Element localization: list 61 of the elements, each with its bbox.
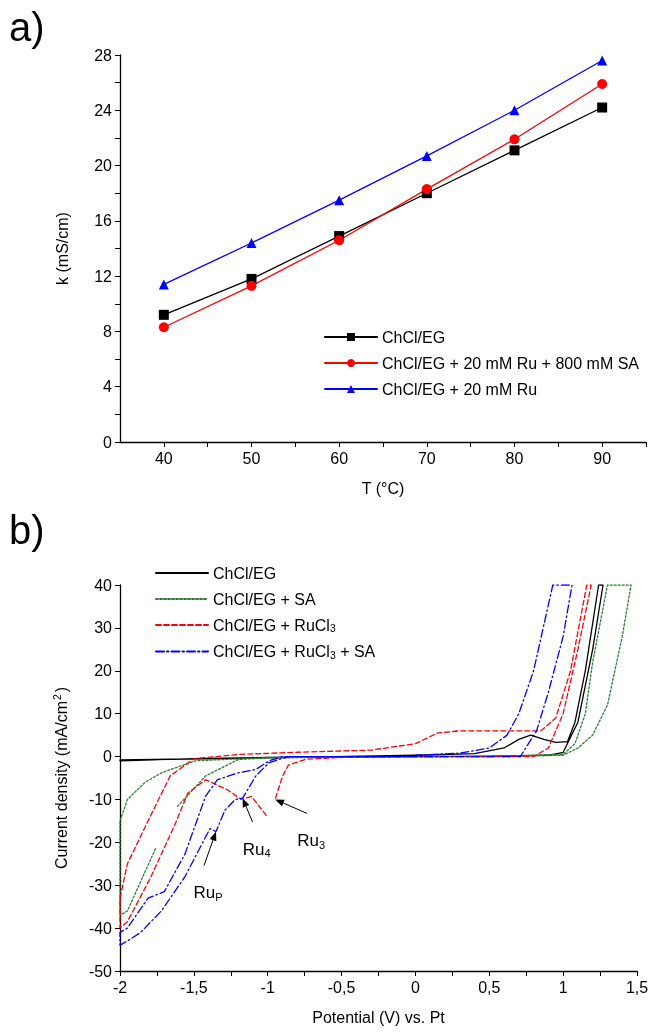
y-tick-label: 20 — [94, 157, 113, 175]
y-tick-label: 4 — [103, 378, 113, 396]
point — [246, 280, 257, 291]
point — [597, 55, 608, 66]
point — [334, 195, 345, 206]
annotation: Ru3 — [297, 831, 326, 851]
y-tick-label: 24 — [94, 101, 113, 119]
x-tick-label: 0,5 — [478, 978, 501, 996]
y-tick-label: 0 — [103, 748, 113, 766]
x-axis-title: Potential (V) vs. Pt — [312, 1008, 446, 1026]
point — [421, 184, 432, 195]
annotation: Ru4 — [242, 839, 271, 860]
x-tick-label: -1,5 — [180, 978, 208, 996]
y-tick-label: 12 — [94, 267, 113, 285]
x-tick-label: 40 — [154, 449, 173, 467]
annotation: RuP — [193, 883, 223, 903]
point — [334, 235, 345, 246]
x-tick-label: -1 — [260, 978, 275, 996]
x-tick-label: 0 — [410, 978, 420, 996]
y-tick-label: -10 — [88, 790, 113, 808]
x-tick-label: 1 — [558, 978, 568, 996]
legend-label: ChCl/EG — [382, 328, 446, 346]
y-tick-label: 10 — [94, 705, 113, 723]
y-tick-label: 0 — [103, 433, 113, 451]
y-tick-label: -50 — [88, 962, 113, 980]
x-tick-label: 90 — [593, 449, 612, 467]
legend-label: ChCl/EG + 20 mM Ru — [382, 380, 538, 398]
x-tick-label: 80 — [505, 449, 524, 467]
legend-label: ChCl/EG — [213, 564, 277, 582]
y-tick-label: 8 — [103, 322, 113, 340]
x-tick-label: 60 — [330, 449, 349, 467]
chart-title: b) — [9, 508, 45, 552]
point — [509, 105, 520, 116]
point — [509, 145, 520, 156]
point — [597, 79, 608, 90]
legend-label: ChCl/EG + 20 mM Ru + 800 mM SA — [382, 354, 640, 372]
x-tick-label: 70 — [417, 449, 436, 467]
y-tick-label: 16 — [94, 212, 113, 230]
x-tick-label: 1,5 — [625, 978, 649, 996]
y-axis-title: Current density (mA/cm2) — [52, 686, 70, 870]
point — [246, 237, 257, 248]
y-tick-label: -40 — [88, 919, 113, 937]
legend-label: ChCl/EG + SA — [213, 590, 317, 608]
y-tick-label: -20 — [88, 833, 113, 851]
point — [509, 134, 520, 145]
point — [158, 309, 169, 320]
point — [421, 150, 432, 161]
y-tick-label: -30 — [88, 876, 113, 894]
x-axis-title: T (°C) — [361, 479, 405, 497]
y-tick-label: 30 — [94, 619, 113, 637]
point — [158, 322, 169, 333]
x-tick-label: 50 — [242, 449, 261, 467]
point — [158, 279, 169, 290]
y-tick-label: 40 — [94, 576, 113, 594]
chart-title: a) — [9, 5, 45, 49]
x-tick-label: -0,5 — [327, 978, 356, 996]
y-tick-label: 20 — [94, 662, 113, 680]
point — [597, 102, 608, 113]
y-tick-label: 28 — [94, 46, 113, 64]
y-axis-title: k (mS/cm) — [53, 212, 71, 285]
x-tick-label: -2 — [112, 978, 128, 996]
